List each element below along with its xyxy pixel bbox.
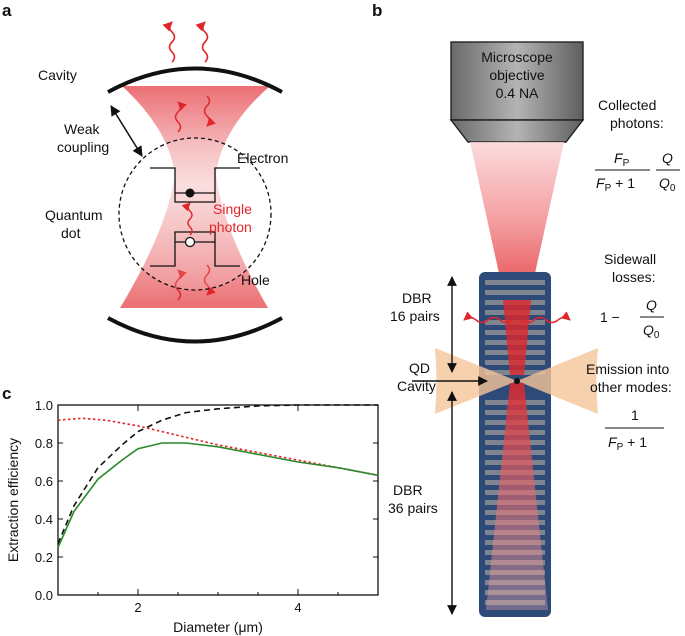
svg-text:FP: FP (614, 150, 630, 169)
y-tick-label: 1.0 (35, 398, 53, 413)
emitted-photon-2 (195, 21, 209, 63)
y-axis-label: Extraction efficiency (5, 438, 21, 562)
objective-body (450, 41, 584, 121)
collected-formula: FP FP + 1 Q Q0 (595, 150, 680, 194)
single-photon-wave (181, 202, 193, 236)
emission-label-2: other modes: (590, 379, 672, 395)
plot-frame (57, 404, 379, 596)
panel-a-letter: a (2, 1, 12, 20)
cavity-photon-3 (174, 269, 187, 301)
x-axis-label: Diameter (μm) (173, 619, 263, 635)
cavity-photon-1 (174, 101, 187, 133)
weak-coupling-label-2: coupling (57, 139, 109, 155)
cavity-photon-2 (203, 95, 216, 127)
dbr-layer (485, 280, 545, 285)
dbr-bottom-label-1: DBR (393, 482, 423, 498)
y-tick-label: 0.6 (35, 474, 53, 489)
dbr-top-label-1: DBR (402, 290, 432, 306)
objective-label-1: Microscope (481, 49, 553, 65)
dbr-layer (485, 290, 545, 295)
valence-band (150, 231, 240, 267)
emitted-photon-1 (162, 21, 176, 63)
quantum-dot-circle (118, 137, 272, 291)
pillar-beam-upper (503, 300, 531, 375)
weak-coupling-arrow (110, 105, 143, 157)
weak-coupling-label-1: Weak (64, 121, 101, 137)
electron-dot (185, 188, 195, 198)
sidewall-formula: 1 − Q Q0 (600, 297, 664, 341)
extraction-efficiency-chart: 0.0 0.2 0.4 0.6 0.8 1.0 2 4 Diameter (μm) Extract… (5, 398, 379, 635)
objective-label-3: 0.4 NA (496, 85, 539, 101)
dbr-bottom-label-2: 36 pairs (388, 500, 438, 516)
svg-text:Q: Q (646, 297, 657, 313)
qd-cavity-label-1: QD (409, 360, 430, 376)
panel-b-letter: b (372, 1, 382, 20)
hole-dot (184, 236, 196, 248)
sidewall-label-1: Sidewall (604, 251, 656, 267)
panel-c: c 0.0 0.2 0.4 0.6 0.8 1.0 2 4 Diameter (μm) Extra… (2, 384, 379, 635)
series-line-solid (57, 442, 379, 548)
bottom-mirror (107, 316, 283, 344)
panel-a: a Cavity Weak coupling Electron Quant (2, 1, 288, 344)
top-mirror (107, 66, 283, 94)
y-tick-label: 0.4 (35, 512, 53, 527)
pillar-beam-lower (486, 383, 548, 610)
svg-text:Q0: Q0 (659, 175, 676, 194)
cavity-label: Cavity (38, 67, 77, 83)
x-tick-label: 2 (134, 600, 141, 615)
series-line-dotted (57, 417, 379, 477)
svg-text:1 −: 1 − (600, 309, 620, 325)
panel-b: b Microscope objective 0.4 NA DBR 16 pai… (372, 1, 680, 617)
collected-label-1: Collected (598, 97, 656, 113)
svg-text:1: 1 (631, 407, 639, 423)
objective-label-2: objective (489, 67, 544, 83)
hole-label: Hole (241, 272, 270, 288)
collected-beam (470, 142, 564, 305)
x-tick-label: 4 (294, 600, 301, 615)
quantum-dot-label-1: Quantum (45, 207, 103, 223)
sidewall-loss-left (463, 311, 513, 324)
objective-tip (449, 119, 585, 143)
svg-text:FP + 1: FP + 1 (596, 175, 635, 194)
y-tick-label: 0.8 (35, 436, 53, 451)
svg-text:Q: Q (662, 150, 673, 166)
single-photon-label-2: photon (209, 219, 252, 235)
dbr-top-label-2: 16 pairs (390, 308, 440, 324)
emission-formula: 1 FP + 1 (605, 407, 664, 453)
sidewall-loss-right (521, 311, 571, 324)
electron-label: Electron (237, 150, 288, 166)
sidewall-label-2: losses: (612, 269, 656, 285)
emission-label-1: Emission into (586, 361, 669, 377)
emission-cone-right (517, 348, 598, 414)
conduction-band (150, 167, 240, 203)
y-tick-label: 0.0 (35, 588, 53, 603)
svg-text:FP + 1: FP + 1 (608, 434, 647, 453)
quantum-dot-label-2: dot (61, 225, 81, 241)
single-photon-label-1: Single (213, 201, 252, 217)
qd-cavity-label-2: Cavity (397, 378, 436, 394)
series-line-dashed (57, 404, 378, 545)
collected-label-2: photons: (610, 115, 664, 131)
svg-text:Q0: Q0 (643, 322, 660, 341)
cavity-photon-4 (203, 264, 216, 296)
panel-c-letter: c (2, 384, 11, 403)
qd-marker (514, 378, 520, 384)
y-tick-label: 0.2 (35, 550, 53, 565)
cavity-beam-shape (120, 86, 270, 308)
